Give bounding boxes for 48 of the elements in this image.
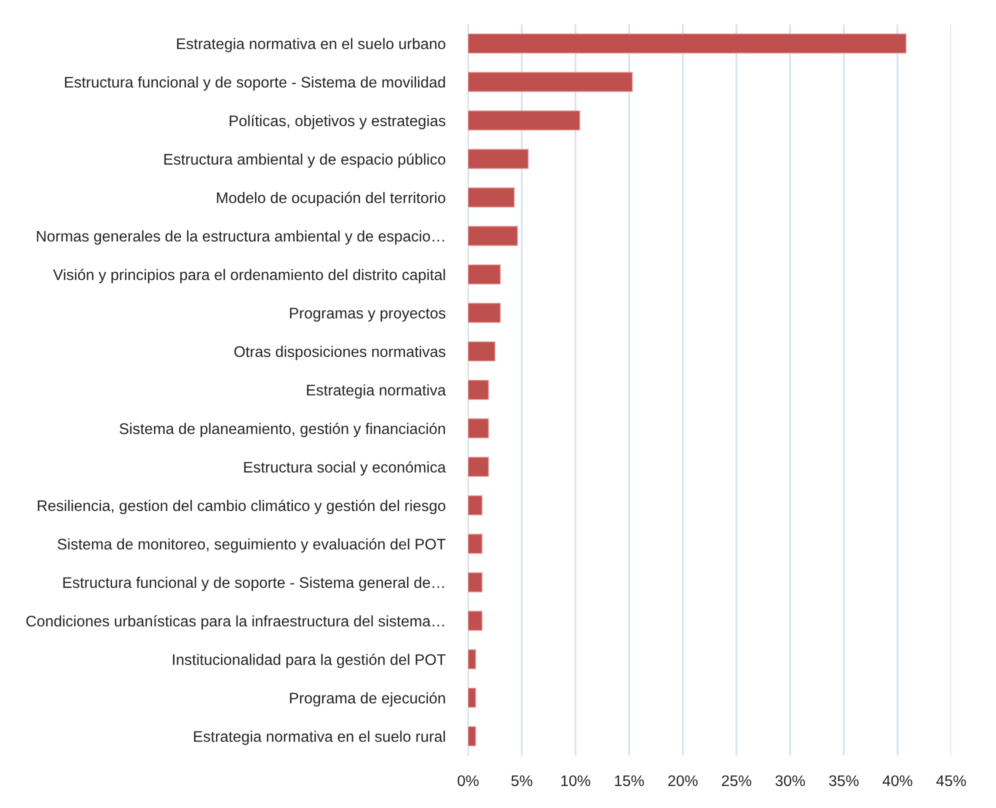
y-tick-label: Modelo de ocupación del territorio <box>217 192 446 206</box>
y-tick-label: Visión y principios para el ordenamiento del distrito capital <box>53 268 445 284</box>
bar <box>468 534 482 554</box>
y-tick-label: Políticas, objetivos y estrategias <box>230 114 446 130</box>
y-tick-label: Programa de ejecución <box>290 692 445 707</box>
bar <box>468 456 489 477</box>
y-tick-label: Resiliencia, gestion del cambio climático y gestión del riesgo <box>38 500 446 514</box>
bar <box>468 418 489 438</box>
x-tick-label: 10% <box>561 775 590 786</box>
y-tick-label: Estrategia normativa en el suelo rural <box>194 730 445 745</box>
y-tick-label: Estrategia normativa en el suelo urbano <box>177 38 446 52</box>
x-tick-label: 25% <box>722 775 752 786</box>
x-tick-label: 0% <box>458 775 479 786</box>
x-tick-label: 35% <box>829 775 859 786</box>
y-tick-label: Estructura funcional y de soporte - Sistema general de… <box>63 576 444 591</box>
bar <box>468 226 518 246</box>
x-tick-label: 40% <box>882 775 912 786</box>
x-tick-label: 15% <box>615 775 644 786</box>
bar <box>468 148 529 169</box>
bar <box>468 610 482 631</box>
y-tick-label: Condiciones urbanísticas para la infraestructura del sistema… <box>26 615 444 630</box>
bar <box>468 495 482 516</box>
bar <box>468 572 482 592</box>
y-tick-label: Institucionalidad para la gestión del POT <box>173 654 446 668</box>
y-tick-label: Otras disposiciones normativas <box>234 346 446 360</box>
y-tick-label: Normas generales de la estructura ambiental y de espacio… <box>37 230 444 245</box>
x-tick-label: 20% <box>668 775 698 786</box>
bar <box>468 649 476 670</box>
x-tick-label: 5% <box>511 775 532 786</box>
y-tick-label: Estructura ambiental y de espacio público <box>164 153 446 168</box>
bar <box>468 187 515 208</box>
y-tick-label: Programas y proyectos <box>290 308 446 322</box>
bar <box>468 110 580 130</box>
y-tick-label: Sistema de planeamiento, gestión y financiación <box>120 422 445 438</box>
bar <box>468 33 907 54</box>
bar <box>468 302 501 323</box>
y-tick-label: Estructura funcional y de soporte - Sistema de movilidad <box>65 76 445 91</box>
bar <box>468 341 496 362</box>
bar <box>468 72 633 92</box>
bar <box>468 380 489 400</box>
x-tick-label: 30% <box>775 775 805 786</box>
bar <box>468 688 476 708</box>
x-tick-label: 45% <box>936 775 966 786</box>
y-tick-label: Sistema de monitoreo, seguimiento y evaluación del POT <box>58 538 446 553</box>
y-tick-label: Estrategia normativa <box>307 384 446 399</box>
bar <box>468 726 476 746</box>
bar <box>468 264 501 284</box>
y-tick-label: Estructura social y económica <box>244 461 446 476</box>
